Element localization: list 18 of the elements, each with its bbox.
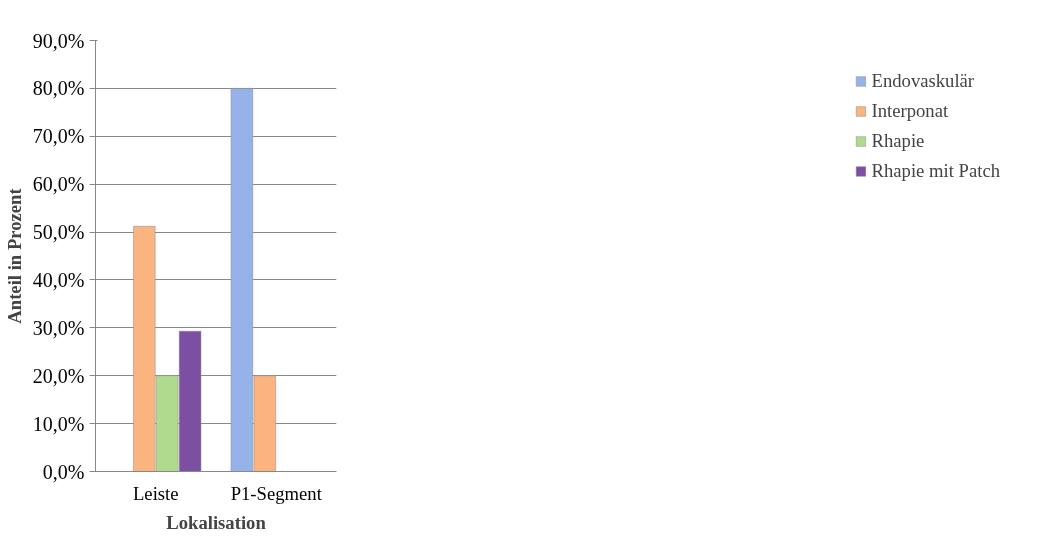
y-tick-label: 70,0%: [32, 125, 85, 148]
legend-label: Interponat: [871, 100, 949, 122]
y-axis-title: Anteil in Prozent: [3, 187, 25, 324]
y-tick-label: 80,0%: [32, 77, 85, 100]
y-tick-label: 40,0%: [32, 268, 85, 291]
y-tick-label: 20,0%: [32, 364, 85, 387]
y-tick-label: 50,0%: [32, 221, 85, 244]
x-tick-label: Leiste: [132, 482, 179, 504]
x-tick-label: P1-Segment: [230, 482, 323, 504]
y-tick-label: 30,0%: [32, 316, 85, 339]
y-tick-label: 10,0%: [32, 412, 85, 435]
legend-label: Rhapie: [871, 130, 925, 152]
legend-label: Endovaskulär: [871, 70, 975, 92]
legend-label: Rhapie mit Patch: [871, 160, 1000, 182]
y-tick-label: 0,0%: [42, 460, 85, 483]
y-tick-label: 60,0%: [32, 173, 85, 196]
y-tick-label: 90,0%: [32, 29, 85, 52]
x-axis-title: Lokalisation: [166, 511, 267, 533]
